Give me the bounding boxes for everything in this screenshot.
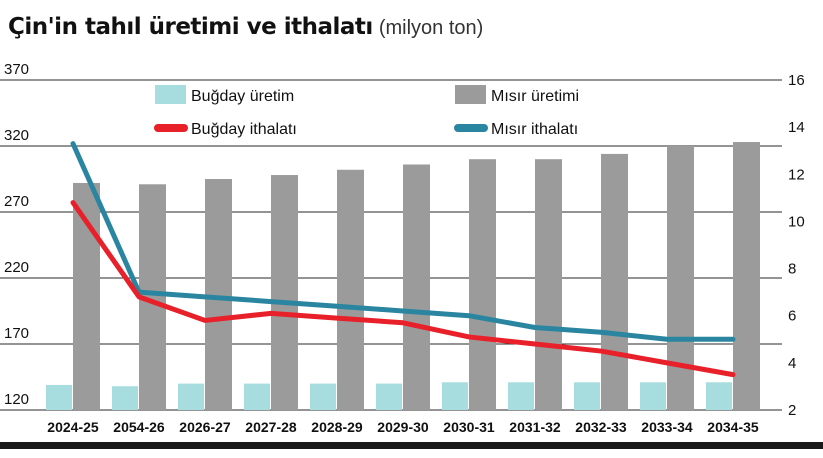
category-label: 2030-31	[443, 419, 495, 435]
chart-unit: (milyon ton)	[378, 17, 484, 39]
category-label: 2054-26	[113, 419, 165, 435]
right-tick-label: 14	[788, 119, 805, 136]
category-label: 2029-30	[377, 419, 429, 435]
bar-bugday-uretim	[310, 383, 336, 410]
bar-bugday-uretim	[706, 382, 732, 410]
bar-bugday-uretim	[112, 386, 138, 410]
bar-bugday-uretim	[376, 383, 402, 410]
bar-misir-uretimi	[535, 159, 562, 410]
bar-bugday-uretim	[46, 384, 72, 410]
bar-bugday-uretim	[244, 383, 270, 410]
legend-label: Mısır ithalatı	[491, 121, 578, 138]
right-tick-label: 10	[788, 213, 805, 230]
left-tick-label: 170	[4, 325, 29, 342]
bar-bugday-uretim	[442, 382, 468, 410]
bottom-rule	[0, 442, 823, 449]
bar-misir-uretimi	[469, 159, 496, 410]
category-label: 2032-33	[575, 419, 627, 435]
ticks: 370 320 270 220 170 120 16 14 12 10 8 6 4 2 2024-25 205…	[4, 61, 805, 435]
lines	[70, 141, 736, 378]
line-misir-ithalati	[70, 141, 736, 342]
left-tick-label: 320	[4, 127, 29, 144]
legend-label: Buğday ithalatı	[191, 121, 297, 138]
bar-bugday-uretim	[508, 382, 534, 410]
bar-misir-uretimi	[403, 164, 430, 410]
category-label: 2027-28	[245, 419, 297, 435]
category-label: 2033-34	[641, 419, 693, 435]
category-label: 2034-35	[707, 419, 759, 435]
bar-misir-uretimi	[337, 169, 364, 410]
bar-misir-uretimi	[73, 182, 100, 410]
left-tick-label: 120	[4, 391, 29, 408]
legend: Buğday üretim Mısır üretimi Buğday ithalat…	[154, 85, 579, 138]
legend-swatch	[455, 85, 486, 104]
bar-misir-uretimi	[205, 179, 232, 410]
legend-swatch	[155, 85, 186, 104]
category-label: 2024-25	[47, 419, 99, 435]
right-tick-label: 8	[788, 261, 796, 278]
bar-misir-uretimi	[271, 175, 298, 410]
category-label: 2028-29	[311, 419, 363, 435]
right-tick-label: 2	[788, 402, 796, 419]
bars	[46, 142, 760, 411]
right-tick-label: 6	[788, 308, 796, 325]
right-tick-label: 4	[788, 355, 796, 372]
chart-title: Çin'in tahıl üretimi ve ithalatı	[8, 14, 373, 40]
left-tick-label: 220	[4, 259, 29, 276]
category-label: 2031-32	[509, 419, 561, 435]
left-tick-label: 270	[4, 193, 29, 210]
line-bugday-ithalati	[70, 200, 736, 378]
bar-bugday-uretim	[574, 382, 600, 410]
chart-title-block: Çin'in tahıl üretimi ve ithalatı (milyon …	[8, 14, 483, 40]
bar-bugday-uretim	[640, 382, 666, 410]
category-label: 2026-27	[179, 419, 231, 435]
bar-bugday-uretim	[178, 383, 204, 410]
legend-label: Buğday üretim	[191, 88, 294, 105]
right-tick-label: 12	[788, 166, 805, 183]
left-tick-label: 370	[4, 61, 29, 78]
right-tick-label: 16	[788, 72, 805, 89]
bar-misir-uretimi	[733, 142, 760, 411]
bar-misir-uretimi	[601, 153, 628, 411]
legend-label: Mısır üretimi	[491, 88, 579, 105]
bar-misir-uretimi	[667, 146, 694, 410]
